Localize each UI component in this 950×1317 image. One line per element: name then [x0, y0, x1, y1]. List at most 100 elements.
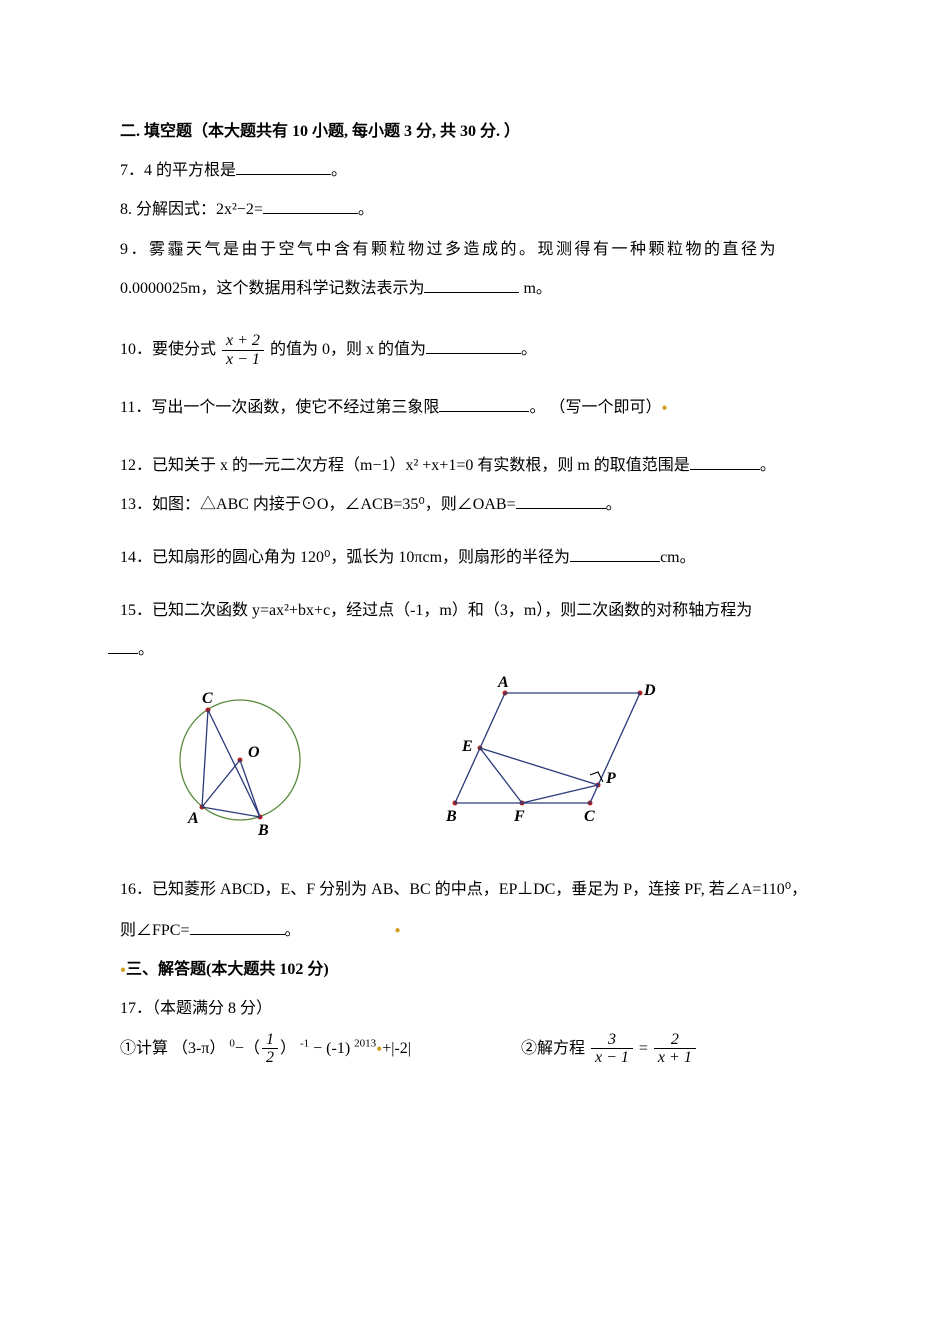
fig1-label-C: C: [202, 690, 213, 707]
fig2-label-C: C: [584, 808, 595, 825]
q14-num: 14．: [120, 549, 152, 566]
q17-frac2-den: x − 1: [591, 1048, 633, 1067]
question-8: 8. 分解因式：2x²−2= 。: [120, 192, 830, 227]
question-10: 10．要使分式 x + 2x − 1 的值为 0，则 x 的值为 。: [120, 332, 830, 368]
q17-frac1-den: 2: [262, 1048, 278, 1067]
q15-tail: 。: [138, 641, 154, 658]
q11-t2: 。 （写一个即可）: [529, 399, 661, 416]
question-14: 14．已知扇形的圆心角为 120⁰，弧长为 10πcm，则扇形的半径为 cm。: [120, 540, 830, 575]
fig1-label-A: A: [187, 810, 199, 827]
question-17-head: 17．（本题满分 8 分）: [120, 991, 830, 1026]
decorative-dot: ●: [395, 925, 401, 936]
fig1-label-B: B: [257, 822, 269, 839]
q10-t1: 要使分式: [152, 341, 220, 358]
q16-tail: 。: [285, 922, 301, 939]
fig1-label-O: O: [248, 744, 260, 761]
figures-row: C O A B A D E P B F: [160, 675, 830, 845]
q17-sup2013: 2013: [354, 1037, 376, 1049]
figure-rhombus: A D E P B F C: [420, 675, 680, 835]
fig2-label-D: D: [643, 682, 656, 699]
question-11: 11．写出一个一次函数，使它不经过第三象限 。 （写一个即可）●: [120, 390, 830, 425]
q17-frac3-num: 2: [654, 1031, 696, 1049]
q17-part1: ①计算 （3-π） 0−（12） -1 − (-1) 2013●+|-2|: [120, 1031, 411, 1067]
fig2-label-P: P: [605, 770, 616, 787]
q17-p1-mid3: − (-1): [309, 1040, 354, 1057]
q14-t1: 已知扇形的圆心角为 120⁰，弧长为 10πcm，则扇形的半径为: [152, 549, 570, 566]
question-15-tail: 。: [108, 632, 830, 667]
q16-line2a: 则∠FPC=: [120, 922, 190, 939]
q17-num: 17．: [120, 1000, 152, 1017]
q17-frac1: 12: [262, 1031, 278, 1067]
question-7: 7．4 的平方根是 。: [120, 153, 830, 188]
q9-line1: 雾霾天气是由于空气中含有颗粒物过多造成的。现测得有一种颗粒物的直径为: [149, 241, 778, 258]
q14-blank: [570, 545, 660, 562]
section2-prefix: 二. 填空题: [120, 123, 192, 140]
q15-num: 15．: [120, 602, 152, 619]
q17-p2-lead: ②解方程: [521, 1040, 589, 1057]
q7-tail: 。: [331, 162, 347, 179]
q7-num: 7．: [120, 162, 144, 179]
q10-frac-den: x − 1: [222, 350, 264, 369]
question-16: 16．已知菱形 ABCD，E、F 分别为 AB、BC 的中点，EP⊥DC，垂足为…: [120, 869, 830, 909]
q17-frac1-num: 1: [262, 1031, 278, 1049]
question-13: 13．如图：△ABC 内接于⊙O，∠ACB=35⁰，则∠OAB= 。: [120, 487, 830, 522]
q16-perp: ⊥: [517, 878, 533, 898]
q17-p1-mid2: ）: [280, 1040, 300, 1057]
q17-p1-tail: +|-2|: [382, 1040, 411, 1057]
q17-part2: ②解方程 3x − 1 = 2x + 1: [521, 1031, 698, 1067]
q11-num: 11．: [120, 399, 151, 416]
q12-num: 12．: [120, 457, 152, 474]
q17-supm1: -1: [300, 1037, 309, 1049]
q17-p1-lead: ①计算 （3-π）: [120, 1040, 229, 1057]
figure-circle: C O A B: [160, 675, 320, 845]
q17-frac3: 2x + 1: [654, 1031, 696, 1067]
q16-t2: DC，垂足为 P，连接 PF, 若∠A=110⁰，: [533, 881, 807, 898]
q13-tail: 。: [606, 496, 622, 513]
q7-blank: [236, 158, 331, 175]
q13-t1: 如图：△ABC 内接于⊙O，∠ACB=35⁰，则∠OAB=: [152, 496, 516, 513]
q9-line2a: 0.0000025m，这个数据用科学记数法表示为: [120, 280, 424, 297]
q11-blank: [439, 395, 529, 412]
q9-num: 9．: [120, 241, 149, 258]
q12-t1: 已知关于 x 的一元二次方程（m−1）x² +x+1=0 有实数根，则 m 的取…: [152, 457, 690, 474]
decorative-dot: ●: [661, 403, 667, 414]
fig2-label-E: E: [461, 738, 473, 755]
section3-heading: ●三、解答题(本大题共 102 分): [120, 952, 830, 987]
question-9: 9．雾霾天气是由于空气中含有颗粒物过多造成的。现测得有一种颗粒物的直径为: [120, 232, 830, 267]
q17-frac3-den: x + 1: [654, 1048, 696, 1067]
q17-eq: =: [635, 1040, 652, 1057]
q10-t2: 的值为 0，则 x 的值为: [266, 341, 426, 358]
question-12: 12．已知关于 x 的一元二次方程（m−1）x² +x+1=0 有实数根，则 m…: [120, 448, 830, 483]
q15-blank: [108, 637, 138, 654]
q8-num: 8.: [120, 201, 136, 218]
q11-t1: 写出一个一次函数，使它不经过第三象限: [151, 399, 439, 416]
q10-fraction: x + 2x − 1: [222, 332, 264, 368]
q7-text: 4 的平方根是: [144, 162, 236, 179]
q10-frac-num: x + 2: [222, 332, 264, 350]
question-15: 15．已知二次函数 y=ax²+bx+c，经过点（-1，m）和（3，m），则二次…: [120, 593, 830, 628]
section3-heading-text: 三、解答题(本大题共 102 分): [126, 961, 329, 978]
fig2-label-F: F: [513, 808, 525, 825]
question-16-line2: 则∠FPC= 。 ●: [120, 913, 830, 948]
q10-tail: 。: [521, 341, 537, 358]
section2-bold: （本大题共有 10 小题, 每小题 3 分, 共 30 分. ）: [192, 123, 520, 140]
question-9-line2: 0.0000025m，这个数据用科学记数法表示为 m。: [120, 271, 830, 306]
q8-blank: [263, 197, 358, 214]
q15-t1: 已知二次函数 y=ax²+bx+c，经过点（-1，m）和（3，m），则二次函数的…: [152, 602, 752, 619]
q17-head: （本题满分 8 分）: [152, 1000, 272, 1017]
q9-line2b: m。: [519, 280, 551, 297]
q13-blank: [516, 492, 606, 509]
q10-num: 10．: [120, 341, 152, 358]
q14-tail: cm。: [660, 549, 696, 566]
q9-blank: [424, 276, 519, 293]
q8-tail: 。: [358, 201, 374, 218]
q12-blank: [690, 453, 760, 470]
q16-num: 16．: [120, 881, 152, 898]
q10-blank: [426, 337, 521, 354]
fig2-label-B: B: [445, 808, 457, 825]
fig2-label-A: A: [497, 675, 509, 691]
q8-text: 分解因式：2x²−2=: [136, 201, 263, 218]
q13-num: 13．: [120, 496, 152, 513]
q16-blank: [190, 918, 285, 935]
question-17-body: ①计算 （3-π） 0−（12） -1 − (-1) 2013●+|-2| ②解…: [120, 1031, 830, 1067]
